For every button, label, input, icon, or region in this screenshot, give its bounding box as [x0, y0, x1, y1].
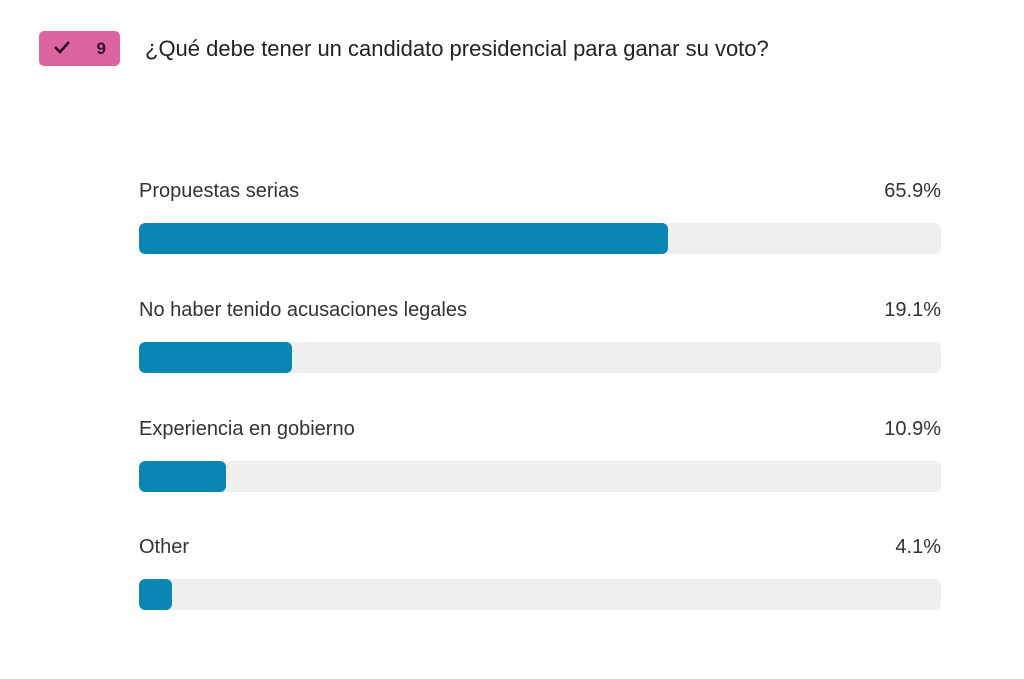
progress-track: [139, 223, 941, 254]
option-label: No haber tenido acusaciones legales: [139, 299, 467, 321]
option-label: Experiencia en gobierno: [139, 418, 355, 440]
progress-track: [139, 579, 941, 610]
progress-fill: [139, 579, 172, 610]
progress-track: [139, 342, 941, 373]
progress-fill: [139, 342, 293, 373]
option-label: Propuestas serias: [139, 180, 300, 202]
question-badge: 9: [39, 31, 120, 66]
progress-fill: [139, 223, 668, 254]
option-percent: 4.1%: [895, 536, 941, 558]
question-number: 9: [96, 38, 106, 58]
option-percent: 19.1%: [884, 299, 941, 321]
question-title: ¿Qué debe tener un candidato presidencia…: [145, 36, 769, 61]
option-percent: 10.9%: [884, 418, 941, 440]
option-label: Other: [139, 536, 190, 558]
check-icon: [53, 39, 71, 59]
progress-fill: [139, 461, 227, 492]
option-percent: 65.9%: [884, 180, 941, 202]
progress-track: [139, 461, 941, 492]
